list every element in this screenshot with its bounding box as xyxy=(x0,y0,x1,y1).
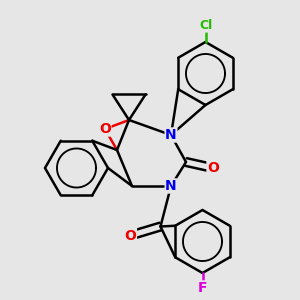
Text: N: N xyxy=(165,128,177,142)
Text: O: O xyxy=(124,229,136,242)
Text: N: N xyxy=(165,179,177,193)
Text: F: F xyxy=(198,281,207,295)
Text: Cl: Cl xyxy=(199,19,212,32)
Text: O: O xyxy=(99,122,111,136)
Text: O: O xyxy=(207,161,219,175)
